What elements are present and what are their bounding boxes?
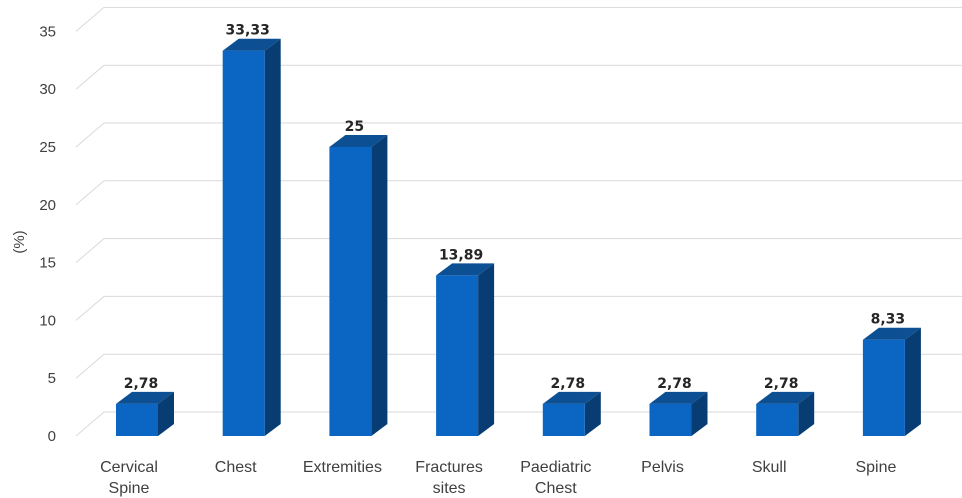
bar-top [436, 263, 495, 276]
data-label: 13,89 [439, 247, 483, 263]
y-tick-label: 10 [39, 312, 56, 329]
bar [329, 135, 388, 436]
gridline [75, 6, 962, 32]
y-axis-ticks: 0 5 10 15 20 25 30 35 [39, 23, 56, 445]
y-tick-label: 25 [39, 139, 56, 156]
bar-front [329, 147, 372, 436]
bar-side [158, 391, 174, 436]
gridline [75, 180, 962, 206]
gridline [75, 238, 962, 263]
x-tick-label: Pelvis [641, 459, 684, 476]
bars [116, 38, 921, 436]
y-tick-label: 0 [48, 428, 56, 445]
bar-top [222, 38, 281, 51]
data-label: 2,78 [764, 376, 799, 392]
gridline [75, 353, 962, 379]
y-tick-label: 15 [39, 255, 56, 272]
bar [222, 38, 281, 436]
bar-side [798, 391, 815, 436]
bar-top [756, 391, 815, 404]
bar-front [542, 403, 585, 436]
x-tick-label: Extremities [303, 459, 382, 476]
bar-top [116, 391, 174, 404]
bar [756, 391, 815, 436]
x-tick-label: Cervical Spine [100, 459, 158, 497]
x-tick-label: Spine [855, 459, 896, 476]
y-tick-label: 35 [39, 23, 56, 40]
bar-front [436, 275, 479, 436]
bar [649, 391, 708, 436]
x-tick-label: Chest [215, 459, 257, 476]
bar-top [862, 327, 921, 340]
bar-front [222, 50, 265, 436]
bar [862, 327, 921, 436]
y-tick-label: 5 [48, 370, 56, 387]
gridline [75, 122, 962, 148]
gridline [75, 64, 962, 90]
bar-side [691, 391, 708, 436]
data-label: 33,33 [226, 23, 270, 39]
x-tick-label: Fractures sites [415, 459, 483, 497]
bar [542, 391, 601, 436]
data-label: 2,78 [657, 376, 692, 392]
bar-front [862, 339, 905, 436]
data-label: 2,78 [124, 376, 159, 392]
data-label: 8,33 [871, 312, 906, 328]
bar-side [371, 135, 388, 436]
bar-side [478, 263, 495, 436]
bar-front [756, 403, 799, 436]
y-tick-label: 30 [39, 81, 56, 98]
bar-top [649, 391, 708, 404]
x-tick-label: Skull [752, 459, 787, 476]
bar-side [264, 38, 281, 436]
x-tick-label: Paediatric Chest [520, 459, 591, 497]
y-tick-label: 20 [39, 197, 56, 214]
y-axis-label: (%) [11, 230, 28, 253]
data-label: 25 [345, 119, 364, 135]
gridline [75, 411, 962, 437]
bar-side [584, 391, 601, 436]
bar [116, 391, 174, 436]
gridlines [75, 6, 962, 437]
bar-front [116, 403, 158, 436]
bar [436, 263, 495, 436]
bar-top [542, 391, 601, 404]
bar-front [649, 403, 692, 436]
x-axis-categories: Cervical Spine Chest Extremities Fractures si… [100, 459, 896, 497]
data-label: 2,78 [551, 376, 586, 392]
bar-top [329, 135, 388, 147]
data-labels: 2,78 33,33 25 13,89 2,78 2,78 2,78 8,33 [124, 23, 905, 392]
gridline [75, 295, 962, 321]
bar-side [904, 327, 921, 436]
